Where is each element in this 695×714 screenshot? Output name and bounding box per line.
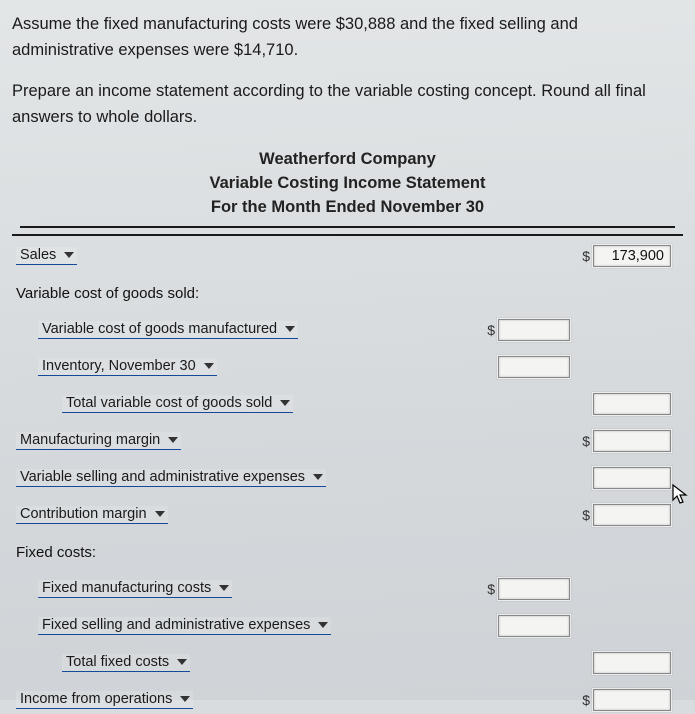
- chevron-down-icon: [177, 658, 187, 666]
- contrib-label: Contribution margin: [20, 506, 147, 522]
- sales-dropdown[interactable]: Sales: [16, 247, 77, 265]
- total-fixed-label: Total fixed costs: [66, 654, 169, 670]
- mfg-margin-input[interactable]: [593, 430, 671, 452]
- contrib-dropdown[interactable]: Contribution margin: [16, 506, 168, 524]
- inv-dropdown[interactable]: Inventory, November 30: [38, 358, 217, 376]
- fixed-sga-input[interactable]: [498, 615, 570, 637]
- chevron-down-icon: [180, 695, 190, 703]
- statement-grid: Sales $ Variable cost of goods sold:: [12, 234, 683, 714]
- dollar-sign: $: [479, 322, 495, 338]
- chevron-down-icon: [280, 399, 290, 407]
- varcogs-label: Variable cost of goods sold:: [16, 285, 199, 302]
- statement-period: For the Month Ended November 30: [20, 196, 675, 228]
- chevron-down-icon: [168, 436, 178, 444]
- fixed-mfg-input[interactable]: [498, 578, 570, 600]
- row-total-varcogs: Total variable cost of goods sold $: [16, 390, 679, 418]
- dollar-sign: $: [574, 692, 590, 708]
- row-var-sga: Variable selling and administrative expe…: [16, 464, 679, 492]
- instructions-block: Assume the fixed manufacturing costs wer…: [12, 12, 683, 130]
- dollar-sign: $: [479, 581, 495, 597]
- row-contrib: Contribution margin $: [16, 501, 679, 529]
- dollar-sign: $: [574, 248, 590, 264]
- varcogm-label: Variable cost of goods manufactured: [42, 321, 277, 337]
- income-ops-label: Income from operations: [20, 691, 172, 707]
- var-sga-label: Variable selling and administrative expe…: [20, 469, 305, 485]
- fixed-mfg-dropdown[interactable]: Fixed manufacturing costs: [38, 580, 232, 598]
- income-ops-dropdown[interactable]: Income from operations: [16, 691, 193, 709]
- contrib-input[interactable]: [593, 504, 671, 526]
- row-varcogm: Variable cost of goods manufactured $: [16, 316, 679, 344]
- inv-input[interactable]: [498, 356, 570, 378]
- sales-label: Sales: [20, 247, 56, 263]
- total-varcogs-input[interactable]: [593, 393, 671, 415]
- row-mfg-margin: Manufacturing margin $: [16, 427, 679, 455]
- chevron-down-icon: [155, 510, 165, 518]
- dollar-sign: $: [574, 507, 590, 523]
- statement-title: Variable Costing Income Statement: [20, 172, 675, 196]
- dollar-sign: $: [574, 433, 590, 449]
- var-sga-input[interactable]: [593, 467, 671, 489]
- statement-header: Weatherford Company Variable Costing Inc…: [12, 148, 683, 234]
- total-fixed-dropdown[interactable]: Total fixed costs: [62, 654, 190, 672]
- fixed-sga-dropdown[interactable]: Fixed selling and administrative expense…: [38, 617, 331, 635]
- row-varcogs-label: Variable cost of goods sold:: [16, 279, 679, 307]
- row-fixed-sga: Fixed selling and administrative expense…: [16, 612, 679, 640]
- fixed-mfg-label: Fixed manufacturing costs: [42, 580, 211, 596]
- row-sales: Sales $: [16, 242, 679, 270]
- mfg-margin-label: Manufacturing margin: [20, 432, 160, 448]
- varcogm-dropdown[interactable]: Variable cost of goods manufactured: [38, 321, 298, 339]
- total-fixed-input[interactable]: [593, 652, 671, 674]
- varcogm-input[interactable]: [498, 319, 570, 341]
- row-fixed-label: Fixed costs:: [16, 538, 679, 566]
- chevron-down-icon: [204, 362, 214, 370]
- fixed-sga-label: Fixed selling and administrative expense…: [42, 617, 310, 633]
- row-fixed-mfg: Fixed manufacturing costs $: [16, 575, 679, 603]
- chevron-down-icon: [285, 325, 295, 333]
- chevron-down-icon: [313, 473, 323, 481]
- var-sga-dropdown[interactable]: Variable selling and administrative expe…: [16, 469, 326, 487]
- row-income-ops: Income from operations $: [16, 686, 679, 714]
- company-name: Weatherford Company: [20, 148, 675, 172]
- chevron-down-icon: [318, 621, 328, 629]
- fixed-costs-label: Fixed costs:: [16, 544, 96, 561]
- chevron-down-icon: [219, 584, 229, 592]
- total-varcogs-dropdown[interactable]: Total variable cost of goods sold: [62, 395, 293, 413]
- chevron-down-icon: [64, 251, 74, 259]
- instructions-p1: Assume the fixed manufacturing costs wer…: [12, 12, 683, 63]
- mfg-margin-dropdown[interactable]: Manufacturing margin: [16, 432, 181, 450]
- instructions-p2: Prepare an income statement according to…: [12, 79, 683, 130]
- income-ops-input[interactable]: [593, 689, 671, 711]
- total-varcogs-label: Total variable cost of goods sold: [66, 395, 272, 411]
- row-inv: Inventory, November 30 $: [16, 353, 679, 381]
- row-total-fixed: Total fixed costs $: [16, 649, 679, 677]
- sales-input[interactable]: [593, 245, 671, 267]
- inv-label: Inventory, November 30: [42, 358, 196, 374]
